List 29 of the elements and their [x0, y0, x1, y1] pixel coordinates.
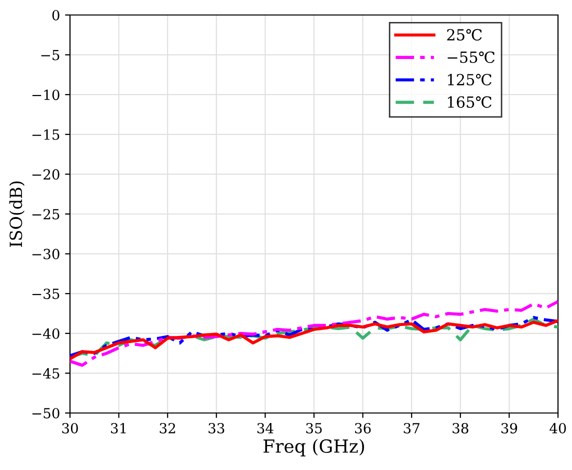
legend-label: 125℃ — [448, 74, 492, 86]
y-tick-label: −30 — [32, 248, 60, 260]
y-tick-label: −20 — [32, 169, 60, 180]
x-tick-label: 35 — [306, 422, 322, 434]
y-tick-label: −25 — [32, 208, 60, 220]
y-tick-label: −50 — [32, 408, 60, 418]
x-tick-label: 40 — [550, 422, 566, 434]
y-tick-label: −40 — [32, 328, 60, 339]
x-tick-label: 31 — [111, 422, 126, 434]
y-tick-label: −5 — [41, 50, 60, 60]
x-tick-label: 39 — [501, 422, 518, 434]
x-tick-label: 30 — [62, 422, 78, 434]
x-tick-label: 36 — [355, 422, 371, 434]
x-tick-label: 32 — [160, 422, 176, 434]
x-tick-label: 37 — [404, 422, 420, 434]
y-tick-label: −45 — [32, 368, 60, 379]
x-tick-label: 38 — [452, 422, 468, 434]
y-tick-label: −10 — [32, 90, 60, 100]
x-axis-title: Freq (GHz) — [264, 438, 364, 456]
x-tick-label: 33 — [208, 422, 224, 434]
line-series — [70, 300, 558, 367]
y-tick-label: −35 — [32, 288, 60, 300]
legend-label: 165℃ — [448, 96, 492, 108]
x-tick-label: 34 — [257, 422, 274, 434]
legend-label: −55℃ — [448, 51, 495, 63]
legend-label: 25℃ — [447, 29, 482, 41]
y-tick-label: −15 — [32, 129, 60, 140]
y-tick-label: 0 — [52, 10, 60, 20]
y-axis-title: ISO(dB) — [9, 182, 25, 247]
